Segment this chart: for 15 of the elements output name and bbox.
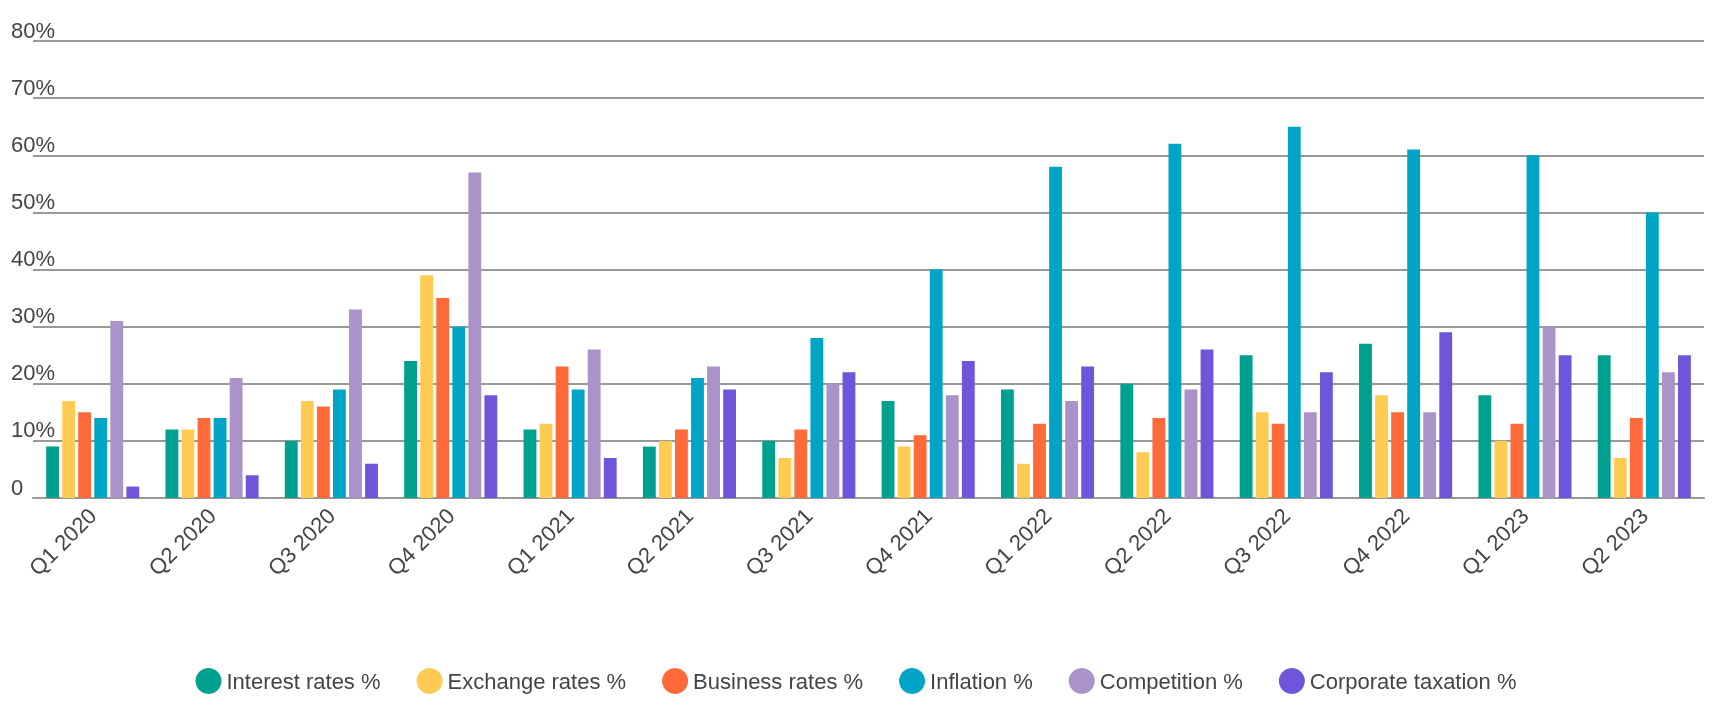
legend-label: Business rates %	[693, 668, 864, 694]
legend-label: Exchange rates %	[447, 668, 627, 694]
y-tick-label: 30%	[11, 303, 56, 329]
y-tick-label: 10%	[11, 417, 56, 443]
y-tick-label: 0	[11, 474, 24, 500]
y-tick-label: 60%	[11, 131, 56, 157]
y-tick-label: 80%	[11, 17, 56, 43]
legend-label: Corporate taxation %	[1309, 668, 1517, 694]
legend-label: Inflation %	[930, 668, 1033, 694]
legend-label: Interest rates %	[226, 668, 381, 694]
y-tick-label: 50%	[11, 188, 56, 214]
y-tick-label: 40%	[11, 246, 56, 271]
legend-label: Competition %	[1099, 668, 1243, 694]
y-tick-label: 20%	[11, 360, 56, 386]
y-tick-label: 70%	[11, 74, 56, 100]
